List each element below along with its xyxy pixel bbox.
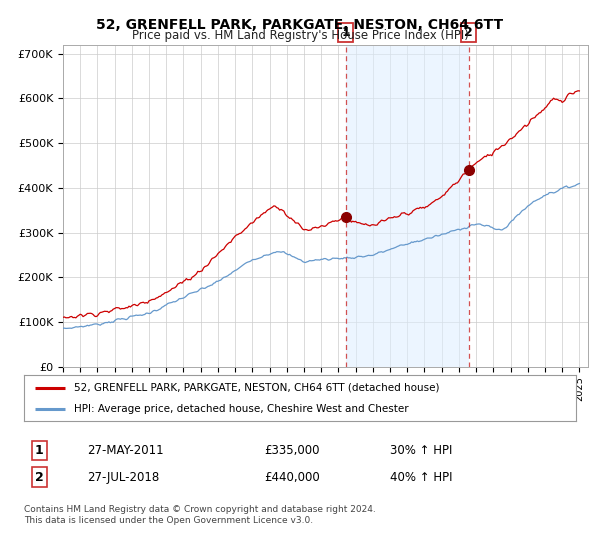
Bar — [346, 45, 469, 367]
Text: Contains HM Land Registry data © Crown copyright and database right 2024.
This d: Contains HM Land Registry data © Crown c… — [24, 505, 376, 525]
Text: HPI: Average price, detached house, Cheshire West and Chester: HPI: Average price, detached house, Ches… — [74, 404, 409, 414]
Text: 2: 2 — [35, 470, 43, 484]
Text: 40% ↑ HPI: 40% ↑ HPI — [390, 470, 452, 484]
Text: 52, GRENFELL PARK, PARKGATE, NESTON, CH64 6TT (detached house): 52, GRENFELL PARK, PARKGATE, NESTON, CH6… — [74, 382, 439, 393]
Text: 52, GRENFELL PARK, PARKGATE, NESTON, CH64 6TT: 52, GRENFELL PARK, PARKGATE, NESTON, CH6… — [97, 18, 503, 32]
Text: £440,000: £440,000 — [264, 470, 320, 484]
Text: £335,000: £335,000 — [264, 444, 320, 458]
Text: 30% ↑ HPI: 30% ↑ HPI — [390, 444, 452, 458]
Text: 27-MAY-2011: 27-MAY-2011 — [87, 444, 164, 458]
Text: 27-JUL-2018: 27-JUL-2018 — [87, 470, 159, 484]
Text: 2: 2 — [464, 26, 473, 39]
Text: 1: 1 — [341, 26, 350, 39]
Text: Price paid vs. HM Land Registry's House Price Index (HPI): Price paid vs. HM Land Registry's House … — [131, 29, 469, 42]
Text: 1: 1 — [35, 444, 43, 458]
